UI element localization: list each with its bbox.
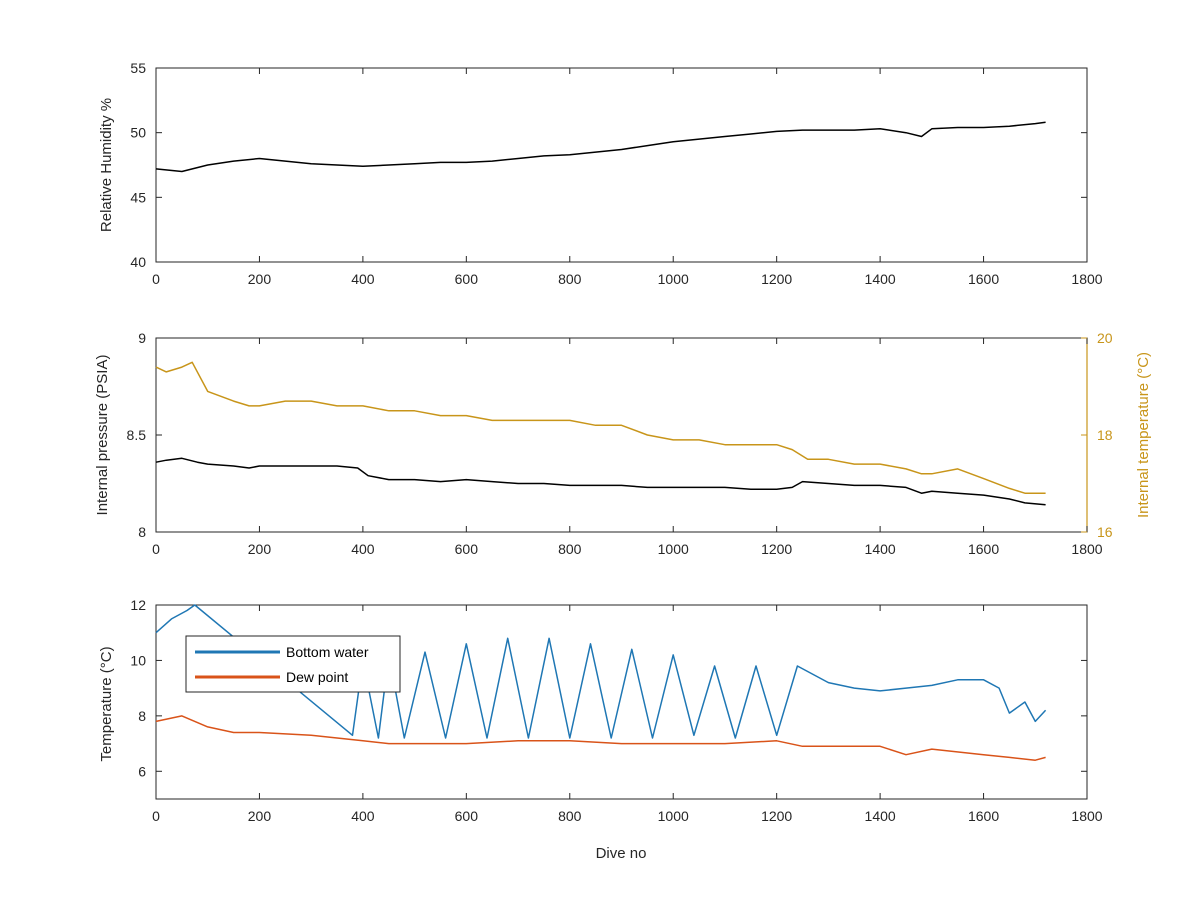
x-tick-label: 1200 — [761, 271, 792, 287]
x-tick-label: 1000 — [658, 541, 689, 557]
legend-label-dew-point: Dew point — [286, 669, 348, 685]
y-tick-label: 45 — [130, 189, 146, 205]
legend: Bottom water Dew point — [185, 635, 401, 693]
y-tick-label: 40 — [130, 254, 146, 270]
internal-temperature-y-axis-label: Internal temperature (°C) — [1135, 352, 1152, 518]
temperature-y-ticks: 6 8 10 12 — [130, 597, 1087, 779]
internal-temperature-y-ticks: 16 18 20 — [1081, 330, 1113, 540]
x-tick-label: 1200 — [761, 808, 792, 824]
x-tick-label: 600 — [455, 271, 479, 287]
x-tick-label: 1600 — [968, 541, 999, 557]
x-axis-label: Dive no — [596, 845, 647, 862]
pressure-y-ticks: 88.59 — [127, 330, 162, 540]
panel-pressure: 0 200 400 600 800 1000 1200 1400 1600 1800 88.59 … — [94, 330, 1152, 557]
x-tick-label: 1400 — [865, 808, 896, 824]
y-tick-label: 6 — [138, 763, 146, 779]
x-tick-label: 400 — [351, 808, 375, 824]
panel-humidity: 0 200 400 600 800 1000 1200 1400 1600 1800 40 45 50… — [98, 60, 1103, 287]
pressure-y-axis-label: Internal pressure (PSIA) — [94, 355, 111, 516]
x-tick-label: 200 — [248, 808, 272, 824]
x-tick-label: 600 — [455, 541, 479, 557]
legend-box — [185, 635, 401, 693]
x-tick-label: 200 — [248, 271, 272, 287]
internal-temperature-series-line — [155, 361, 1046, 494]
temperature-plot-lines — [155, 604, 1047, 761]
y2-tick-label: 20 — [1097, 330, 1113, 346]
y-tick-label: 12 — [130, 597, 146, 613]
x-tick-label: 1800 — [1071, 808, 1102, 824]
temperature-axes-box — [155, 604, 1088, 800]
x-tick-label: 1200 — [761, 541, 792, 557]
panel-temperature: 0 200 400 600 800 1000 1200 1400 1600 1800 6 8 10 12… — [98, 597, 1103, 862]
y2-tick-label: 16 — [1097, 524, 1113, 540]
x-tick-label: 800 — [558, 541, 582, 557]
x-tick-label: 0 — [152, 271, 160, 287]
x-tick-label: 0 — [152, 541, 160, 557]
x-tick-label: 1000 — [658, 808, 689, 824]
x-tick-label: 600 — [455, 808, 479, 824]
x-tick-label: 1400 — [865, 541, 896, 557]
humidity-y-axis-label: Relative Humidity % — [98, 98, 115, 232]
bottom-water-series-line — [155, 604, 1047, 739]
x-tick-label: 1400 — [865, 271, 896, 287]
x-tick-label: 800 — [558, 271, 582, 287]
internal-pressure-series-line — [155, 457, 1046, 506]
legend-label-bottom-water: Bottom water — [286, 644, 369, 660]
y-tick-label: 8.5 — [127, 427, 147, 443]
pressure-plot-lines — [155, 361, 1046, 506]
humidity-x-ticks: 0 200 400 600 800 1000 1200 1400 1600 1800 — [152, 68, 1103, 287]
y-tick-label: 55 — [130, 60, 146, 76]
y-tick-label: 10 — [130, 652, 146, 668]
x-tick-label: 1000 — [658, 271, 689, 287]
temperature-y-axis-label: Temperature (°C) — [98, 646, 115, 761]
x-tick-label: 1800 — [1071, 541, 1102, 557]
temperature-x-ticks: 0 200 400 600 800 1000 1200 1400 1600 1800 — [152, 605, 1103, 824]
x-tick-label: 200 — [248, 541, 272, 557]
y2-tick-label: 18 — [1097, 427, 1113, 443]
x-tick-label: 400 — [351, 541, 375, 557]
x-tick-label: 0 — [152, 808, 160, 824]
relative-humidity-series-line — [155, 121, 1046, 173]
humidity-y-ticks: 40 45 50 55 — [130, 60, 1087, 270]
humidity-plot-lines — [155, 121, 1046, 173]
humidity-axes-box — [155, 67, 1088, 263]
y-tick-label: 50 — [130, 125, 146, 141]
dew-point-series-line — [155, 715, 1046, 761]
y-tick-label: 8 — [138, 708, 146, 724]
x-tick-label: 1800 — [1071, 271, 1102, 287]
x-tick-label: 400 — [351, 271, 375, 287]
x-tick-label: 1600 — [968, 271, 999, 287]
pressure-x-ticks: 0 200 400 600 800 1000 1200 1400 1600 1800 — [152, 338, 1103, 557]
y-tick-label: 8 — [138, 524, 146, 540]
y-tick-label: 9 — [138, 330, 146, 346]
pressure-axes-box — [155, 337, 1088, 533]
x-tick-label: 800 — [558, 808, 582, 824]
x-tick-label: 1600 — [968, 808, 999, 824]
